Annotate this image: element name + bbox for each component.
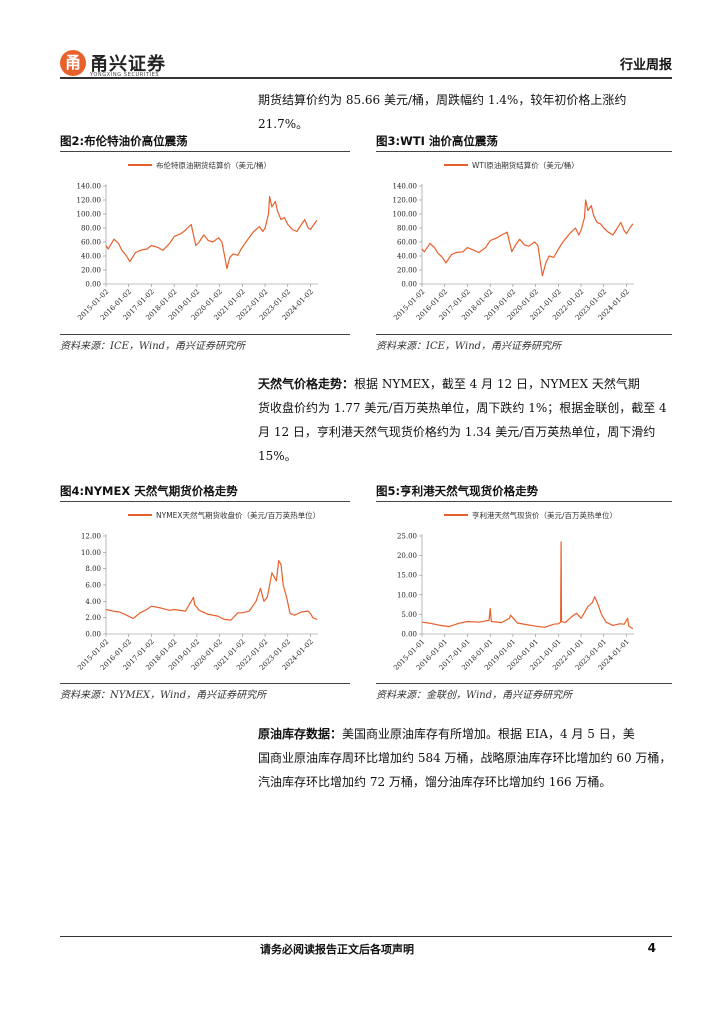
gas-line-0: 根据 NYMEX，截至 4 月 12 日，NYMEX 天然气期 — [354, 377, 640, 391]
fig3-title: 图3:WTI 油价高位震荡 — [376, 134, 498, 148]
fig2-title: 图2:布伦特油价高位震荡 — [60, 134, 188, 148]
crude-line-1: 国商业原油库存周环比增加约 584 万桶，战略原油库存环比增加约 60 万桶， — [258, 751, 672, 765]
fig5-title: 图5:亨利港天然气现货价格走势 — [376, 484, 539, 498]
gas-lead: 天然气价格走势： — [258, 377, 355, 391]
y-tick-label: 40.00 — [81, 253, 101, 261]
y-tick-label: 100.00 — [77, 211, 102, 219]
crude-paragraph: 原油库存数据：美国商业原油库存有所增加。根据 EIA，4 月 5 日，美 国商业… — [258, 722, 678, 794]
header-divider — [60, 77, 672, 79]
y-tick-label: 60.00 — [81, 239, 101, 247]
y-tick-label: 100.00 — [393, 211, 418, 219]
fig2-bottom-rule — [60, 334, 350, 335]
y-tick-label: 20.00 — [81, 267, 101, 275]
y-tick-label: 80.00 — [81, 225, 101, 233]
logo-name: 甬兴证券 — [90, 54, 166, 75]
crude-line-2: 汽油库存环比增加约 72 万桶，馏分油库存环比增加约 166 万桶。 — [258, 775, 612, 789]
document-type: 行业周报 — [619, 58, 672, 73]
y-tick-label: 60.00 — [397, 239, 417, 247]
fig3-bottom-rule — [376, 334, 672, 335]
legend-label: WTI原油期货结算价（美元/桶） — [472, 160, 579, 170]
fig3-source: 资料来源：ICE，Wind，甬兴证券研究所 — [376, 341, 562, 352]
y-tick-label: 8.00 — [85, 565, 101, 573]
fig5-bottom-rule — [376, 683, 672, 684]
chart-nymex-gas: NYMEX天然气期货收盘价（美元/百万英热单位） 0.00 2.00 4.00 6.00… — [60, 502, 350, 682]
page-number: 4 — [647, 941, 656, 955]
y-tick-label: 10.00 — [81, 549, 101, 557]
footer-disclaimer: 请务必阅读报告正文后各项声明 — [260, 943, 414, 956]
series-line — [105, 559, 318, 621]
brand-mark-icon: 甬 — [60, 50, 86, 76]
y-tick-label: 20.00 — [397, 552, 417, 560]
legend-label: 亨利港天然气现货价（美元/百万英热单位） — [472, 510, 617, 520]
series-line — [421, 541, 634, 630]
series-line — [105, 195, 318, 270]
legend-label: NYMEX天然气期货收盘价（美元/百万英热单位） — [156, 510, 320, 520]
gas-line-1: 货收盘价约为 1.77 美元/百万英热单位，周下跌约 1%；根据金联创，截至 4 — [258, 401, 667, 415]
fig3-rule — [376, 151, 672, 152]
gas-line-2: 月 12 日，亨利港天然气现货价格约为 1.34 美元/百万英热单位，周下滑约 — [258, 425, 656, 439]
y-tick-label: 140.00 — [393, 183, 418, 191]
y-tick-label: 80.00 — [397, 225, 417, 233]
y-tick-label: 6.00 — [85, 582, 101, 590]
legend-label: 布伦特原油期货结算价（美元/桶） — [156, 160, 271, 170]
fig4-source: 资料来源：NYMEX，Wind，甬兴证券研究所 — [60, 690, 267, 701]
crude-lead: 原油库存数据： — [258, 727, 343, 741]
y-tick-label: 15.00 — [397, 572, 417, 580]
chart-brent: 布伦特原油期货结算价（美元/桶） 0.00 20.00 40.00 60.00 80.00… — [60, 152, 350, 332]
crude-line-0: 美国商业原油库存有所增加。根据 EIA，4 月 5 日，美 — [342, 727, 635, 741]
y-tick-label: 4.00 — [85, 598, 101, 606]
y-tick-label: 140.00 — [77, 183, 102, 191]
fig5-rule — [376, 501, 672, 502]
y-tick-label: 0.00 — [401, 281, 417, 289]
fig4-rule — [60, 501, 350, 502]
gas-line-3: 15%。 — [258, 449, 297, 463]
y-tick-label: 10.00 — [397, 591, 417, 599]
logo: 甬 甬兴证券 YONGXING SECURITIES — [60, 50, 180, 80]
y-tick-label: 0.00 — [401, 631, 417, 639]
fig2-rule — [60, 151, 350, 152]
footer-divider — [60, 936, 672, 937]
chart-wti: WTI原油期货结算价（美元/桶） 0.00 20.00 40.00 60.00 80.00… — [376, 152, 666, 332]
y-tick-label: 120.00 — [77, 197, 102, 205]
y-tick-label: 120.00 — [393, 197, 418, 205]
y-tick-label: 20.00 — [397, 267, 417, 275]
intro-paragraph: 期货结算价约为 85.66 美元/桶，周跌幅约 1.4%，较年初价格上涨约 21… — [258, 88, 678, 136]
y-tick-label: 25.00 — [397, 533, 417, 541]
y-tick-label: 0.00 — [85, 281, 101, 289]
intro-line: 期货结算价约为 85.66 美元/桶，周跌幅约 1.4%，较年初价格上涨约 21… — [258, 93, 627, 131]
fig4-bottom-rule — [60, 683, 350, 684]
y-tick-label: 5.00 — [401, 611, 417, 619]
y-tick-label: 12.00 — [81, 533, 101, 541]
logo-english: YONGXING SECURITIES — [90, 72, 160, 78]
fig2-source: 资料来源：ICE，Wind，甬兴证券研究所 — [60, 341, 246, 352]
chart-henry-hub: 亨利港天然气现货价（美元/百万英热单位） 0.00 5.00 10.00 15.00 20… — [376, 502, 666, 682]
fig4-title: 图4:NYMEX 天然气期货价格走势 — [60, 484, 238, 498]
y-tick-label: 0.00 — [85, 631, 101, 639]
y-tick-label: 40.00 — [397, 253, 417, 261]
gas-paragraph: 天然气价格走势：根据 NYMEX，截至 4 月 12 日，NYMEX 天然气期 … — [258, 372, 678, 468]
y-tick-label: 2.00 — [85, 614, 101, 622]
series-line — [421, 199, 634, 277]
fig5-source: 资料来源：金联创，Wind，甬兴证券研究所 — [376, 690, 573, 701]
